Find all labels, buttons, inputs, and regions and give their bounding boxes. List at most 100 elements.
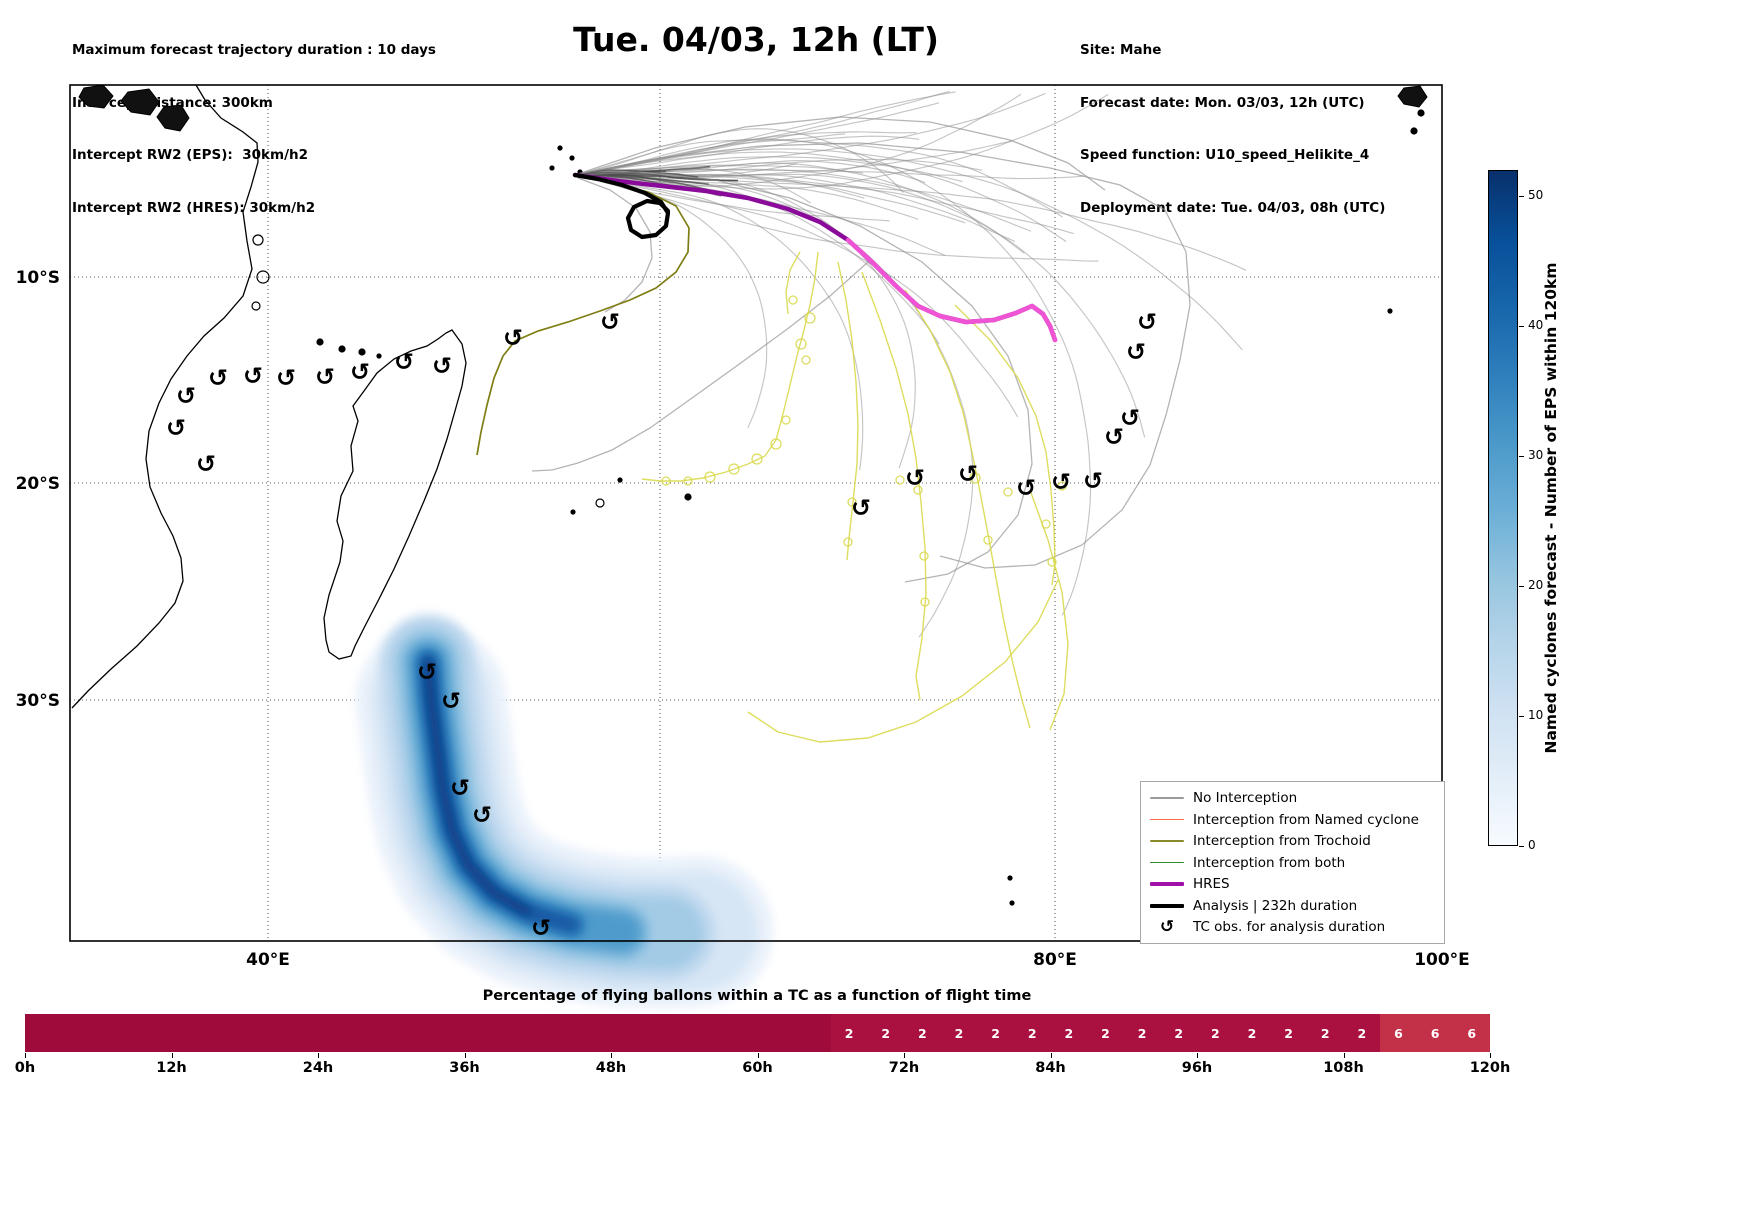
island bbox=[1410, 127, 1418, 135]
trochoid-loop bbox=[788, 295, 798, 305]
intercept-rw2-eps-line: Intercept RW2 (EPS): 30km/h2 bbox=[72, 147, 308, 163]
legend-line bbox=[1150, 840, 1184, 842]
flight-axis-tickmark bbox=[318, 1053, 319, 1058]
island bbox=[569, 155, 575, 161]
flight-axis-tick-label: 120h bbox=[1469, 1060, 1511, 1076]
legend-item: Interception from both bbox=[1150, 854, 1435, 872]
legend-line-swatch bbox=[1150, 797, 1184, 799]
trochoid-track bbox=[861, 271, 927, 701]
trochoid-loop bbox=[843, 537, 853, 547]
flight-axis-tickmark bbox=[1490, 1053, 1491, 1058]
island bbox=[376, 353, 382, 359]
flight-bar-bin: 2 bbox=[977, 1014, 1014, 1052]
flight-bar-value: 2 bbox=[1101, 1025, 1110, 1041]
island bbox=[1009, 900, 1015, 906]
tc-obs-symbol: ↺ bbox=[176, 382, 196, 410]
island bbox=[617, 477, 623, 483]
land-blob bbox=[156, 104, 190, 132]
eps-member-track bbox=[574, 135, 920, 176]
trochoid-loop bbox=[661, 476, 671, 486]
island bbox=[570, 509, 576, 515]
flight-bar-bin: 2 bbox=[1270, 1014, 1307, 1052]
flight-bar-bin: 6 bbox=[1453, 1014, 1490, 1052]
trochoid-interception-track bbox=[476, 174, 690, 456]
tc-obs-symbol: ↺ bbox=[1051, 468, 1071, 496]
flight-axis-tickmark bbox=[464, 1053, 466, 1058]
trochoid-loop bbox=[920, 597, 930, 607]
flight-axis-tickmark bbox=[171, 1053, 173, 1058]
flight-bar-value: 6 bbox=[1430, 1025, 1440, 1041]
trochoid-loop bbox=[983, 535, 993, 545]
legend-label: TC obs. for analysis duration bbox=[1193, 919, 1386, 935]
trochoid-track bbox=[641, 251, 819, 482]
legend-line-swatch bbox=[1150, 861, 1184, 864]
flight-bar-bin: 2 bbox=[1013, 1014, 1051, 1052]
flight-bar-value: 2 bbox=[881, 1025, 891, 1041]
tc-obs-symbol: ↺ bbox=[531, 914, 551, 942]
y-tick-label: 30°S bbox=[16, 691, 60, 711]
x-tick-label: 40°E bbox=[246, 950, 290, 970]
flight-bar-title: Percentage of flying ballons within a TC… bbox=[482, 988, 1032, 1004]
colorbar-gradient bbox=[1488, 170, 1518, 846]
flight-axis-tick-label: 48h bbox=[595, 1060, 627, 1076]
eps-member-track bbox=[531, 261, 869, 472]
flight-axis-tick-label: 84h bbox=[1035, 1060, 1066, 1076]
intercept-rw2-hres-line: Intercept RW2 (HRES): 30km/h2 bbox=[72, 199, 316, 216]
trochoid-loop bbox=[1003, 487, 1013, 497]
map-frame bbox=[69, 84, 1443, 942]
flight-axis-tick-label: 72h bbox=[888, 1060, 920, 1076]
eps-member-track bbox=[574, 151, 1067, 243]
island bbox=[1387, 308, 1393, 314]
trochoid-track bbox=[1029, 489, 1069, 731]
tc-obs-symbol: ↺ bbox=[417, 658, 437, 686]
flight-bar-value: 2 bbox=[954, 1025, 964, 1041]
flight-bar-bin: 2 bbox=[904, 1014, 941, 1052]
legend-line-swatch bbox=[1150, 818, 1184, 821]
y-tick-label: 20°S bbox=[16, 474, 60, 494]
tc-obs-symbol: ↺ bbox=[1104, 423, 1124, 451]
tc-obs-symbol: ↺ bbox=[350, 358, 370, 386]
island bbox=[252, 234, 264, 246]
site-config-text: Site: Mahe Forecast date: Mon. 03/03, 12… bbox=[1080, 7, 1385, 252]
trochoid-loop bbox=[751, 453, 763, 465]
flight-bar-value: 2 bbox=[1027, 1025, 1037, 1041]
trochoid-track bbox=[785, 251, 801, 315]
flight-bar-value: 2 bbox=[1137, 1025, 1147, 1041]
eps-member-track bbox=[574, 174, 946, 256]
flight-bar-value: 2 bbox=[1284, 1025, 1293, 1041]
flight-bar-value: 2 bbox=[1320, 1025, 1330, 1041]
eps-member-track bbox=[574, 174, 864, 470]
tc-obs-symbol: ↺ bbox=[315, 363, 335, 391]
land-blob bbox=[78, 84, 114, 109]
hres-track-late bbox=[845, 237, 1058, 343]
island bbox=[316, 338, 324, 346]
x-tick-label: 100°E bbox=[1414, 950, 1470, 970]
flight-bar-value: 2 bbox=[991, 1025, 1000, 1041]
legend-label: Analysis | 232h duration bbox=[1193, 897, 1358, 914]
flight-bar-value: 6 bbox=[1467, 1025, 1477, 1041]
flight-bar-value: 2 bbox=[1247, 1025, 1257, 1041]
island bbox=[251, 301, 261, 311]
trochoid-loop bbox=[801, 355, 811, 365]
tc-obs-symbol: ↺ bbox=[394, 348, 414, 376]
legend-item: Analysis | 232h duration bbox=[1150, 897, 1435, 915]
island bbox=[1007, 875, 1013, 881]
analysis-track bbox=[572, 172, 671, 240]
flight-bar-value: 2 bbox=[1064, 1025, 1074, 1041]
legend-label: HRES bbox=[1193, 876, 1230, 892]
flight-axis-tick-label: 36h bbox=[449, 1060, 480, 1076]
eps-member-track bbox=[574, 128, 904, 194]
trochoid-loop bbox=[1041, 519, 1051, 529]
eps-member-track bbox=[574, 116, 1106, 191]
trochoid-loop bbox=[683, 476, 693, 486]
island bbox=[256, 270, 270, 284]
eps-member-track bbox=[574, 169, 699, 178]
flight-bar-bin: 2 bbox=[1087, 1014, 1124, 1052]
legend-item: HRES bbox=[1150, 875, 1435, 893]
legend-label: Interception from Named cyclone bbox=[1193, 811, 1419, 828]
colorbar-label: Named cyclones forecast - Number of EPS … bbox=[1542, 262, 1560, 754]
flight-bar-value: 2 bbox=[1174, 1025, 1184, 1041]
flight-axis-tick-label: 24h bbox=[302, 1060, 334, 1076]
island bbox=[338, 345, 346, 353]
trochoid-loop bbox=[728, 463, 740, 475]
